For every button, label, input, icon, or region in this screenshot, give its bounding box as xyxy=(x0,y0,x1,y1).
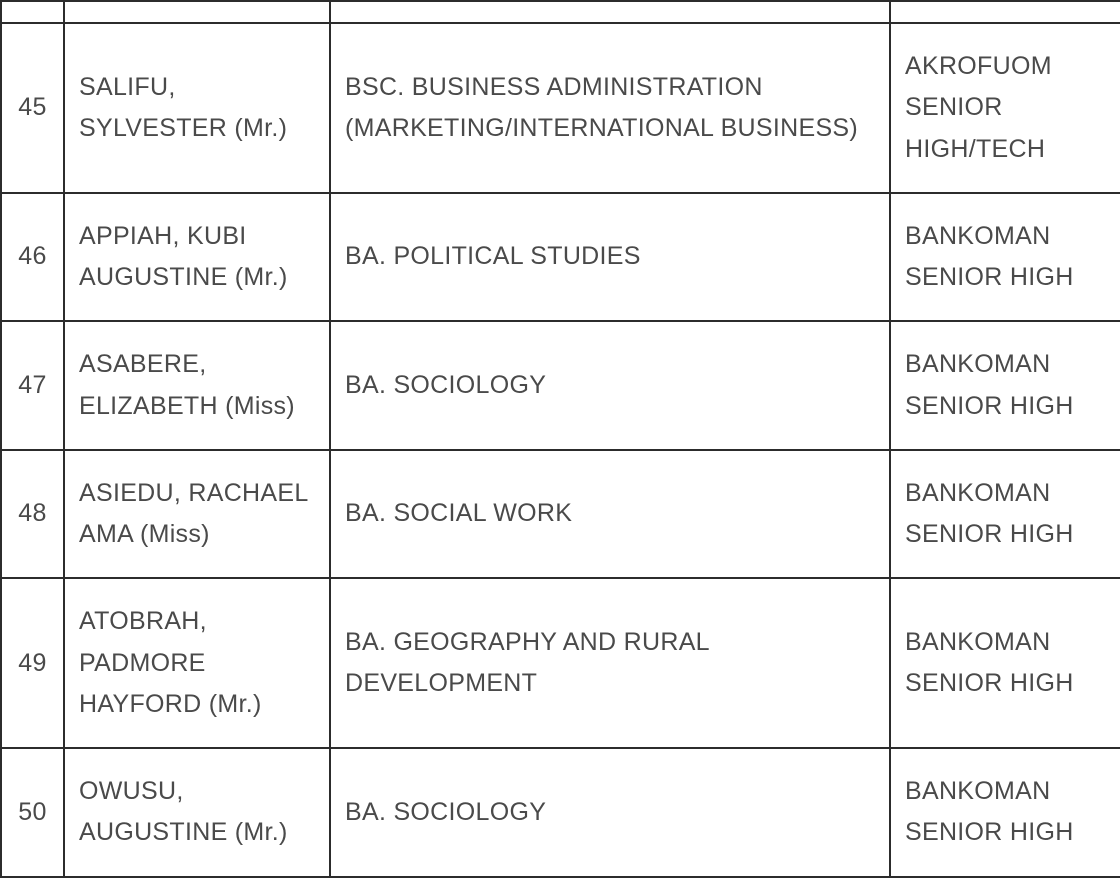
student-table-wrap: 45SALIFU, SYLVESTER (Mr.)BSC. BUSINESS A… xyxy=(0,0,1120,878)
table-cell-school: BANKOMAN SENIOR HIGH xyxy=(890,748,1120,877)
table-cell-school: BANKOMAN SENIOR HIGH xyxy=(890,321,1120,450)
table-cell-no: 48 xyxy=(1,450,64,579)
table-cell xyxy=(890,1,1120,23)
table-row: 49ATOBRAH, PADMORE HAYFORD (Mr.)BA. GEOG… xyxy=(1,578,1120,748)
table-row: 50OWUSU, AUGUSTINE (Mr.)BA. SOCIOLOGYBAN… xyxy=(1,748,1120,877)
table-row: 47ASABERE, ELIZABETH (Miss)BA. SOCIOLOGY… xyxy=(1,321,1120,450)
table-cell-degree: BA. SOCIAL WORK xyxy=(330,450,890,579)
table-cell-name: OWUSU, AUGUSTINE (Mr.) xyxy=(64,748,330,877)
table-cell-school: BANKOMAN SENIOR HIGH xyxy=(890,578,1120,748)
table-cell-name: ATOBRAH, PADMORE HAYFORD (Mr.) xyxy=(64,578,330,748)
student-table: 45SALIFU, SYLVESTER (Mr.)BSC. BUSINESS A… xyxy=(0,0,1120,878)
table-cell-school: BANKOMAN SENIOR HIGH xyxy=(890,193,1120,322)
table-cell-no: 45 xyxy=(1,23,64,193)
table-cell-name: SALIFU, SYLVESTER (Mr.) xyxy=(64,23,330,193)
table-cell-no: 47 xyxy=(1,321,64,450)
table-cell-degree: BA. SOCIOLOGY xyxy=(330,748,890,877)
table-cell-name: ASIEDU, RACHAEL AMA (Miss) xyxy=(64,450,330,579)
table-row: 45SALIFU, SYLVESTER (Mr.)BSC. BUSINESS A… xyxy=(1,23,1120,193)
table-cell-degree: BSC. BUSINESS ADMINISTRATION (MARKETING/… xyxy=(330,23,890,193)
table-cell-name: APPIAH, KUBI AUGUSTINE (Mr.) xyxy=(64,193,330,322)
table-row: 46APPIAH, KUBI AUGUSTINE (Mr.)BA. POLITI… xyxy=(1,193,1120,322)
table-row: 48ASIEDU, RACHAEL AMA (Miss)BA. SOCIAL W… xyxy=(1,450,1120,579)
table-cell xyxy=(330,1,890,23)
table-cell-no: 46 xyxy=(1,193,64,322)
table-cell-degree: BA. POLITICAL STUDIES xyxy=(330,193,890,322)
table-cell-school: AKROFUOM SENIOR HIGH/TECH xyxy=(890,23,1120,193)
table-cell-degree: BA. SOCIOLOGY xyxy=(330,321,890,450)
table-row-stub xyxy=(1,1,1120,23)
table-cell-no: 49 xyxy=(1,578,64,748)
table-cell xyxy=(64,1,330,23)
table-cell-school: BANKOMAN SENIOR HIGH xyxy=(890,450,1120,579)
table-cell xyxy=(1,1,64,23)
table-cell-no: 50 xyxy=(1,748,64,877)
table-cell-name: ASABERE, ELIZABETH (Miss) xyxy=(64,321,330,450)
table-cell-degree: BA. GEOGRAPHY AND RURAL DEVELOPMENT xyxy=(330,578,890,748)
